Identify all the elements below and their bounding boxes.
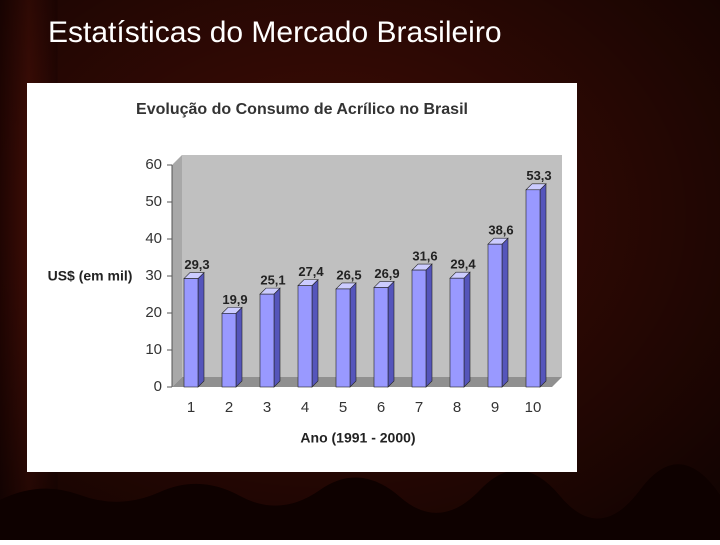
value-label: 19,9: [222, 292, 247, 307]
value-label: 26,5: [336, 267, 361, 282]
value-label: 29,4: [450, 257, 476, 272]
value-label: 53,3: [526, 168, 551, 183]
value-label: 26,9: [374, 266, 399, 281]
bar-side: [463, 271, 471, 388]
bar-side: [425, 263, 433, 388]
x-tick-label: 5: [339, 399, 347, 416]
bar: [525, 183, 547, 388]
bar-front: [525, 189, 541, 388]
bar-side: [235, 306, 243, 388]
x-tick-label: 4: [301, 399, 309, 416]
bar: [183, 271, 205, 388]
bar: [259, 287, 281, 388]
x-tick-label: 6: [377, 399, 385, 416]
x-tick-label: 8: [453, 399, 461, 416]
y-tick-label: 30: [145, 267, 162, 284]
bar-side: [311, 278, 319, 388]
x-tick-label: 3: [263, 399, 271, 416]
x-tick-label: 1: [187, 399, 195, 416]
y-axis-label: US$ (em mil): [48, 268, 133, 284]
bar-front: [259, 293, 275, 388]
bar-front: [373, 287, 389, 388]
bar-side: [501, 237, 509, 388]
bar-front: [221, 313, 237, 388]
x-tick-label: 2: [225, 399, 233, 416]
x-tick-label: 10: [525, 399, 542, 416]
y-tick-label: 60: [145, 156, 162, 173]
bar: [487, 237, 509, 388]
bar-front: [335, 288, 351, 388]
bar: [449, 271, 471, 388]
curtain-fringe: [0, 464, 720, 540]
value-label: 25,1: [260, 273, 285, 288]
side-wall: [172, 155, 182, 387]
y-tick-label: 40: [145, 230, 162, 247]
chart-title: Evolução do Consumo de Acrílico no Brasi…: [136, 101, 468, 118]
slide-title: Estatísticas do Mercado Brasileiro: [48, 16, 502, 49]
bar-front: [411, 269, 427, 388]
x-tick-label: 7: [415, 399, 423, 416]
bar-front: [449, 277, 465, 388]
bar-side: [197, 271, 205, 388]
x-axis-label: Ano (1991 - 2000): [300, 430, 415, 446]
bar: [373, 280, 395, 388]
value-label: 29,3: [184, 257, 209, 272]
bar-front: [183, 278, 199, 388]
bar-side: [387, 280, 395, 388]
bar-front: [297, 285, 313, 388]
bar: [411, 263, 433, 388]
y-tick-label: 50: [145, 193, 162, 210]
value-label: 27,4: [298, 264, 324, 279]
y-tick-label: 10: [145, 341, 162, 358]
value-label: 31,6: [412, 249, 437, 264]
bar-side: [273, 287, 281, 388]
bar-front: [487, 243, 503, 388]
bar: [335, 282, 357, 388]
y-tick-label: 0: [154, 378, 162, 395]
value-label: 38,6: [488, 223, 513, 238]
y-tick-label: 20: [145, 304, 162, 321]
x-tick-label: 9: [491, 399, 499, 416]
bar: [297, 278, 319, 388]
bar: [221, 306, 243, 388]
bar-side: [349, 282, 357, 388]
bar-side: [539, 183, 547, 388]
